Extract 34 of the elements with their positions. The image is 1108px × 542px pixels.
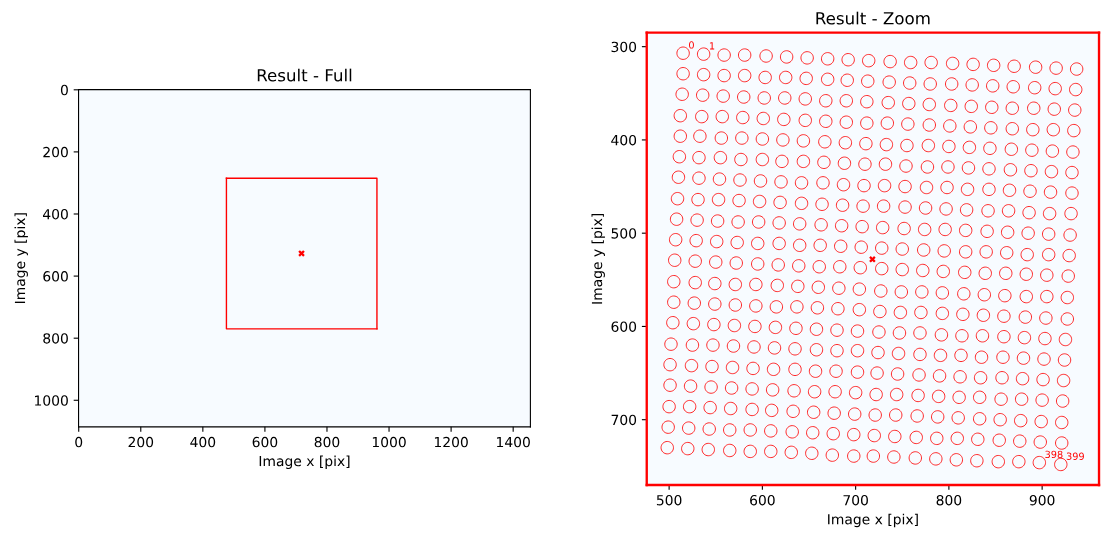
annotation: 398 bbox=[1045, 450, 1063, 459]
y-tick-label: 600 bbox=[611, 321, 637, 332]
y-tick-label: 1000 bbox=[35, 395, 68, 406]
x-tick-label: 500 bbox=[656, 494, 682, 506]
chart-title: Result - Full bbox=[257, 68, 352, 82]
y-tick-label: 0 bbox=[60, 84, 68, 96]
y-tick-label: 800 bbox=[43, 333, 68, 344]
x-tick-label: 400 bbox=[190, 436, 216, 448]
y-axis-title: Image y [pix] bbox=[14, 213, 28, 304]
x-axis-title: Image x [pix] bbox=[828, 513, 918, 528]
y-tick-label: 500 bbox=[611, 228, 637, 239]
x-tick-label: 1000 bbox=[372, 436, 406, 448]
annotation: 0 bbox=[689, 41, 694, 49]
y-tick-label: 200 bbox=[43, 146, 68, 158]
x-axis-title: Image x [pix] bbox=[259, 455, 350, 469]
annotation: 399 bbox=[1066, 452, 1084, 460]
x-tick-label: 1200 bbox=[434, 436, 468, 448]
x-tick-label: 700 bbox=[843, 494, 868, 506]
x-tick-label: 1400 bbox=[497, 436, 530, 448]
y-tick-label: 400 bbox=[611, 134, 637, 146]
chart-title: Result - Zoom bbox=[816, 11, 930, 25]
y-tick-label: 600 bbox=[43, 271, 68, 282]
y-axis-title: Image y [pix] bbox=[591, 213, 605, 304]
x-tick-label: 900 bbox=[1029, 494, 1055, 506]
y-tick-label: 300 bbox=[611, 41, 637, 53]
x-tick-label: 800 bbox=[314, 436, 340, 448]
x-tick-label: 200 bbox=[128, 436, 154, 448]
y-tick-label: 400 bbox=[43, 208, 68, 220]
y-tick-label: 700 bbox=[611, 414, 637, 426]
x-tick-label: 600 bbox=[252, 436, 278, 448]
x-tick-label: 800 bbox=[936, 494, 962, 506]
x-tick-label: 0 bbox=[75, 436, 83, 448]
annotation: 1 bbox=[709, 42, 715, 50]
x-tick-label: 600 bbox=[750, 494, 775, 506]
